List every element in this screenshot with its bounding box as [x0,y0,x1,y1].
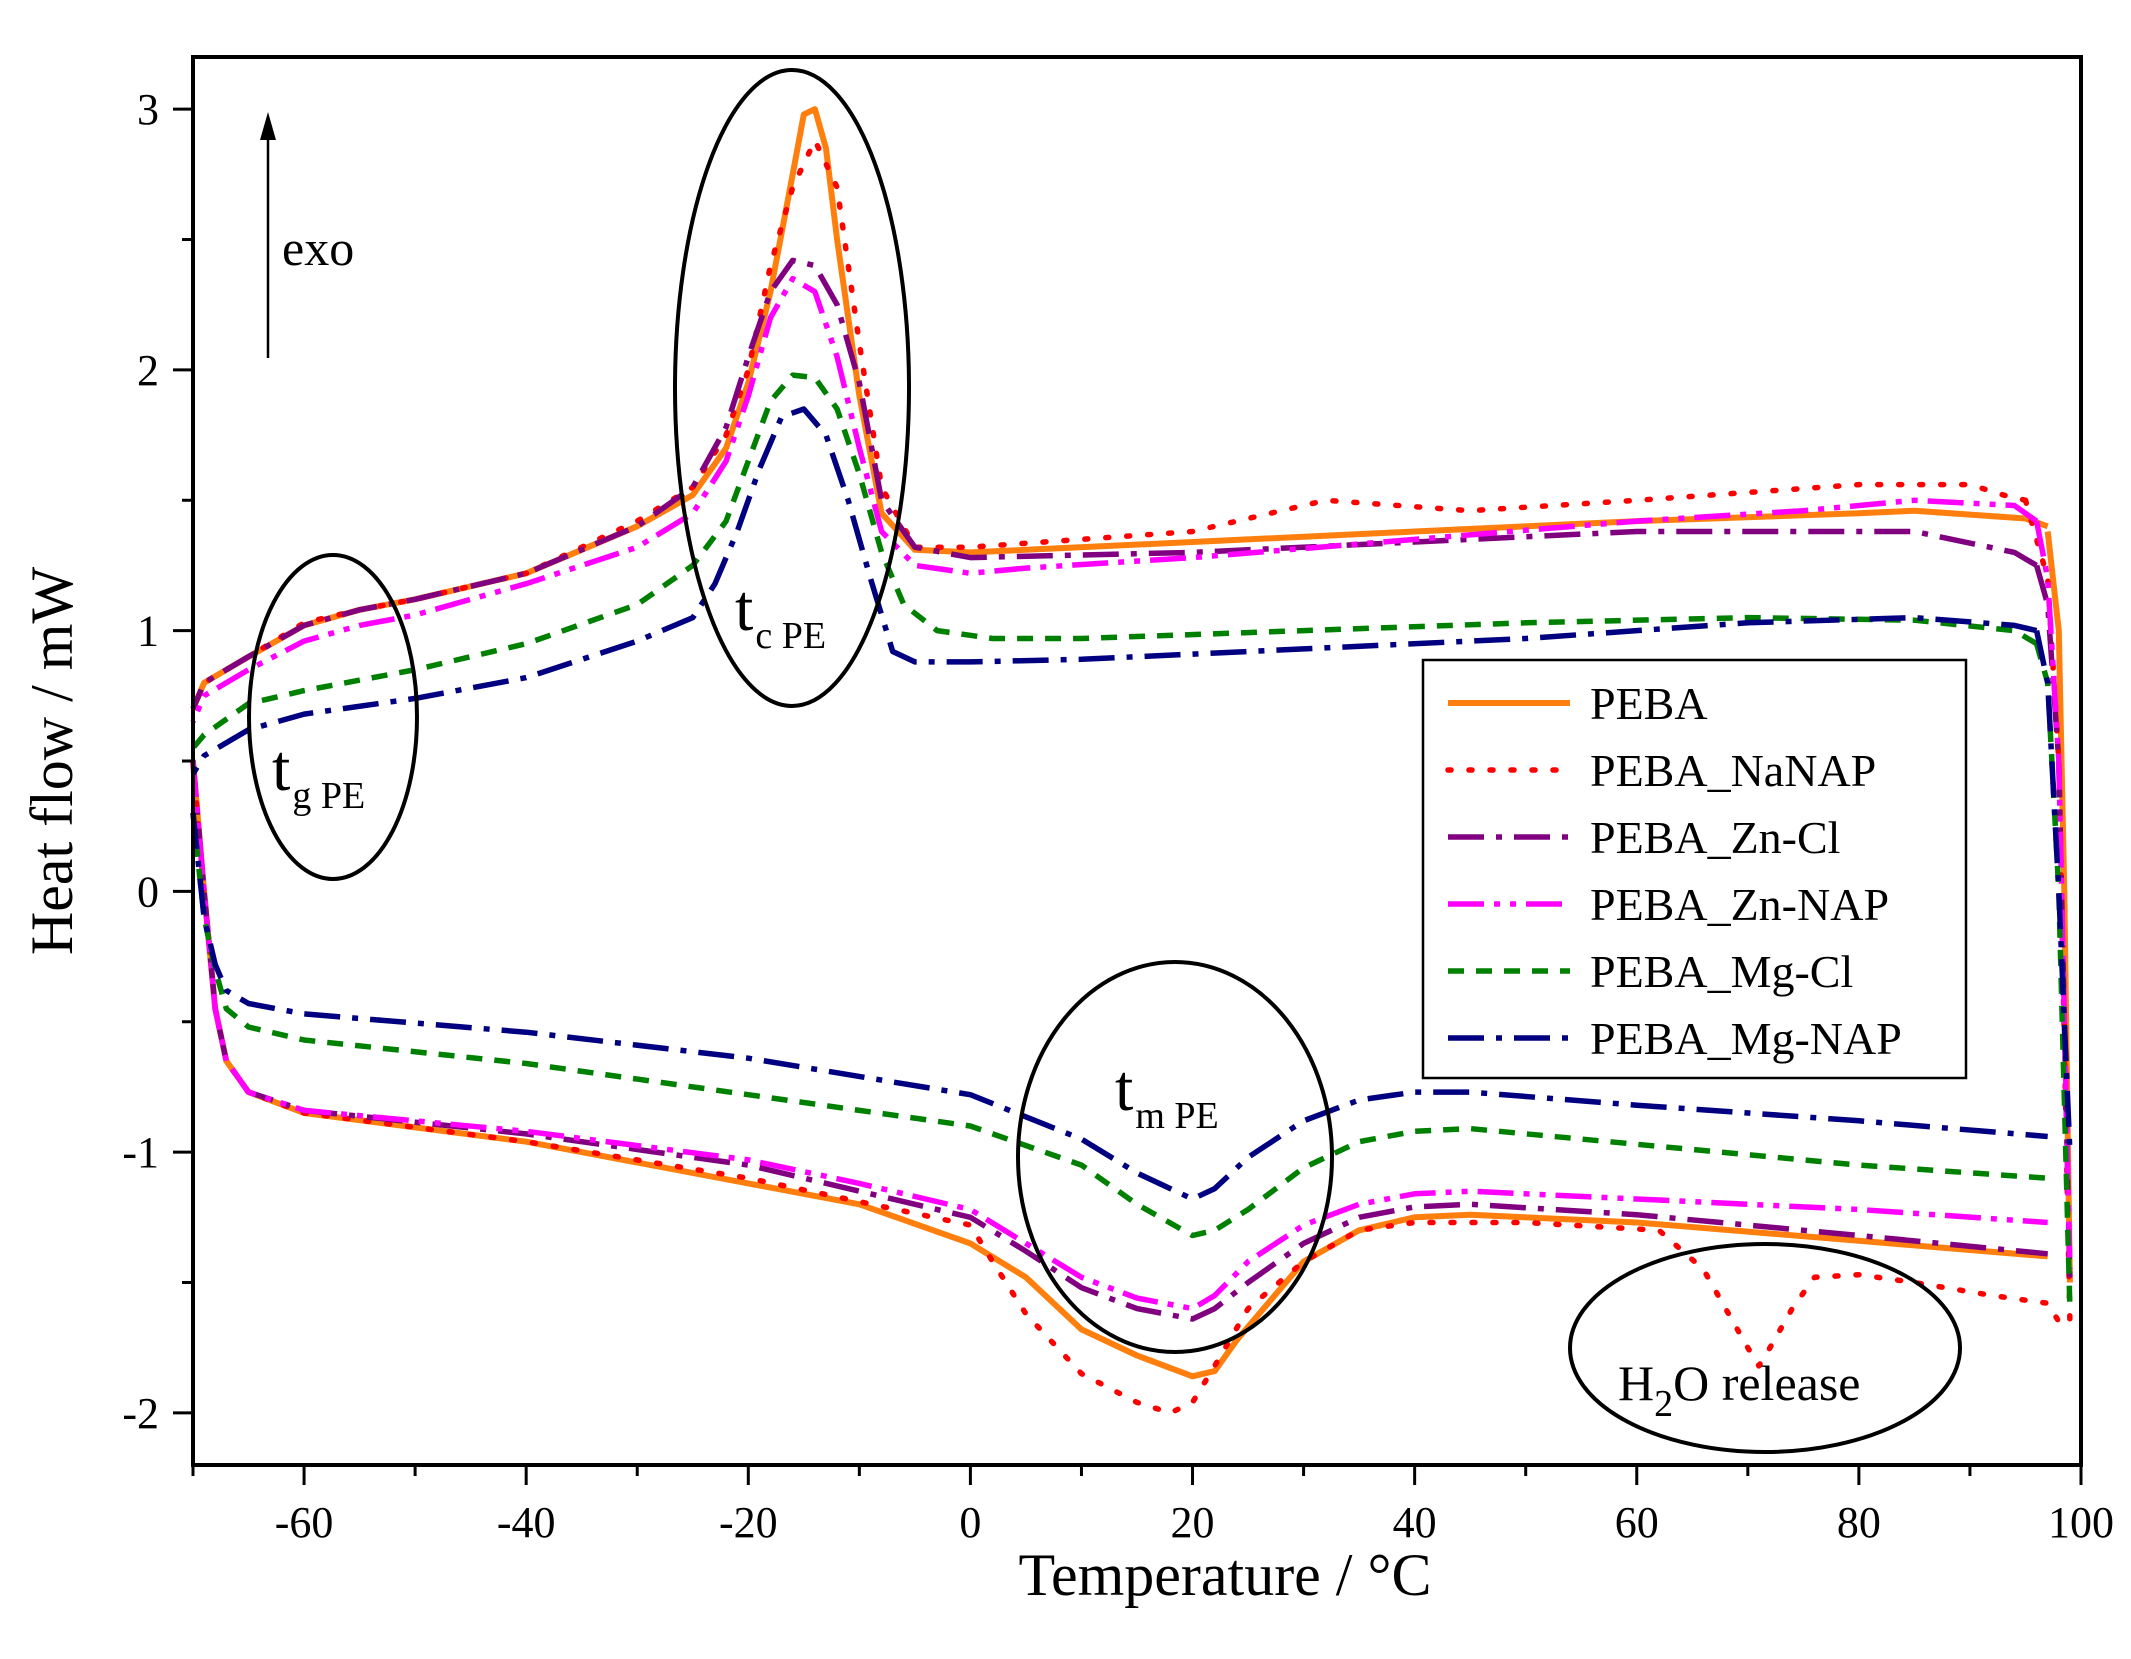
tm-annotation-label: tm PE [1115,1052,1219,1137]
h2o-rest: O release [1673,1355,1860,1411]
h2o-sub: 2 [1654,1383,1673,1425]
series-line-cooling [190,406,2038,776]
legend-item: PEBA_Zn-NAP [1448,879,1889,930]
exo-arrow: exo [260,112,354,358]
series-line-cooling [190,137,2029,712]
legend-items: PEBA PEBA_NaNAP PEBA_Zn-Cl PEBA_Zn-NAP PEBA_… [1445,678,1902,1064]
exo-arrow-head [260,112,276,140]
x-tick-label: 40 [1393,1498,1437,1547]
tm-annotation-ellipse [1016,960,1334,1354]
y-tick-label: 2 [137,346,159,395]
x-tick-label: 100 [2048,1498,2114,1547]
series-line-heating [190,812,2048,1202]
legend-item: PEBA_Zn-Cl [1448,812,1840,863]
legend-item: PEBA_Mg-NAP [1448,1013,1902,1064]
series-line-heating [190,760,2048,1312]
legend-box [1421,658,1968,1080]
x-tick-label: -20 [719,1498,778,1547]
tg-annotation-ellipse [247,553,419,881]
ticks-layer [173,107,2083,1485]
legend-label: PEBA [1590,678,1708,729]
tm-sub: m PE [1135,1095,1218,1137]
series-layer [190,106,2073,1416]
series-line-cooling [190,106,2049,711]
h2o-annotation-label: H2O release [1618,1355,1861,1425]
legend-item: PEBA_Mg-Cl [1448,946,1853,997]
series-line-heating [190,760,2048,1322]
tg-annotation-label: tg PE [272,732,365,817]
tc-annotation-label: tc PE [735,572,826,657]
exo-label: exo [282,220,354,276]
x-axis-title: Temperature / °C [1019,1542,1432,1608]
legend-label: PEBA_Mg-Cl [1590,946,1853,997]
y-tick-label: 1 [137,607,159,656]
series-line-heating [190,758,2073,1416]
h2o-annotation-ellipse [1568,1242,1962,1454]
tc-main: t [735,572,753,645]
y-tick-label: -2 [122,1389,159,1438]
legend-item: PEBA [1448,678,1708,729]
y-tick-label: 3 [137,85,159,134]
series-line-return [2033,630,2073,1153]
tc-annotation-ellipse [673,68,911,708]
tg-main: t [272,732,290,805]
tm-main: t [1115,1052,1133,1125]
tg-sub: g PE [292,775,365,817]
legend: PEBA PEBA_NaNAP PEBA_Zn-Cl PEBA_Zn-NAP PEBA_… [1421,658,1968,1080]
legend-label: PEBA_Zn-Cl [1590,812,1840,863]
y-axis-title: Heat flow / mW [19,567,85,956]
tc-sub: c PE [755,615,826,657]
legend-label: PEBA_NaNAP [1590,745,1876,796]
legend-label: PEBA_Zn-NAP [1590,879,1889,930]
y-tick-label: -1 [122,1128,159,1177]
series-line-cooling [190,275,2039,723]
x-tick-label: -40 [497,1498,556,1547]
x-tick-label: 0 [959,1498,981,1547]
series-line-cooling [190,372,2038,750]
x-tick-label: 60 [1615,1498,1659,1547]
legend-item: PEBA_NaNAP [1445,745,1876,796]
x-tick-label: 20 [1171,1498,1215,1547]
x-tick-label: 80 [1837,1498,1881,1547]
x-tick-label: -60 [275,1498,334,1547]
series-line-cooling [190,257,2038,710]
y-tick-label: 0 [137,867,159,916]
h2o-main: H [1618,1355,1654,1411]
series-peba-mg-nap [190,406,2073,1202]
series-line-heating [190,812,2048,1239]
tick-labels-layer: -60 -40 -20 0 20 40 60 80 100 -2 -1 0 1 2 3 [122,85,2114,1547]
legend-label: PEBA_Mg-NAP [1590,1013,1902,1064]
